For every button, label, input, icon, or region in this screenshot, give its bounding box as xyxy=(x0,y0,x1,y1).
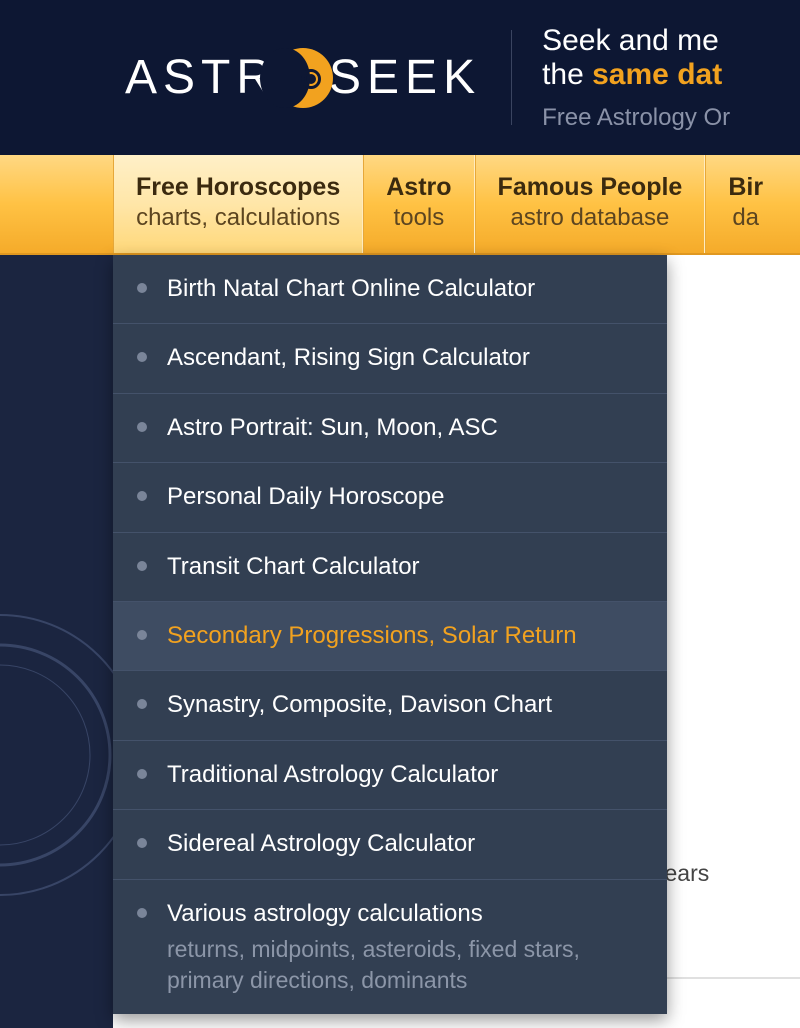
bullet-icon xyxy=(137,699,147,709)
header-divider xyxy=(511,30,512,125)
logo-crescent-icon xyxy=(273,48,333,108)
bullet-icon xyxy=(137,352,147,362)
info-value-1: 3 xyxy=(653,829,800,856)
dropdown-label: Personal Daily Horoscope xyxy=(167,481,444,513)
dropdown-item-secondary-progressions[interactable]: Secondary Progressions, Solar Return xyxy=(113,602,667,671)
nav-title: Famous People xyxy=(498,173,683,202)
logo-text-right: SEEK xyxy=(329,50,481,105)
dropdown-item-daily-horoscope[interactable]: Personal Daily Horoscope xyxy=(113,463,667,532)
nav-sub: tools xyxy=(386,204,451,232)
dropdown-label: Transit Chart Calculator xyxy=(167,551,420,583)
nav-sub: charts, calculations xyxy=(136,204,340,232)
dropdown-item-synastry[interactable]: Synastry, Composite, Davison Chart xyxy=(113,671,667,740)
site-header: ASTR SEEK Seek and me the same dat Free … xyxy=(0,0,800,155)
dropdown-label: Various astrology calculations xyxy=(167,898,649,930)
free-horoscopes-dropdown: Birth Natal Chart Online Calculator Asce… xyxy=(113,255,667,1014)
nav-title: Astro xyxy=(386,173,451,202)
sidebar-background xyxy=(0,255,113,1028)
nav-sub: da xyxy=(728,204,763,232)
dropdown-label: Astro Portrait: Sun, Moon, ASC xyxy=(167,412,498,444)
dropdown-item-sidereal[interactable]: Sidereal Astrology Calculator xyxy=(113,810,667,879)
site-logo[interactable]: ASTR SEEK xyxy=(125,48,481,108)
nav-item-astro-tools[interactable]: Astro tools xyxy=(363,155,474,253)
bullet-icon xyxy=(137,838,147,848)
nav-item-famous-people[interactable]: Famous People astro database xyxy=(475,155,706,253)
dropdown-item-various[interactable]: Various astrology calculations returns, … xyxy=(113,880,667,1014)
nav-sub: astro database xyxy=(498,204,683,232)
tagline-sub: Free Astrology Or xyxy=(542,104,730,132)
header-tagline: Seek and me the same dat Free Astrology … xyxy=(542,24,730,132)
bullet-icon xyxy=(137,769,147,779)
tagline-prefix: Seek and me xyxy=(542,24,719,57)
dropdown-item-traditional[interactable]: Traditional Astrology Calculator xyxy=(113,741,667,810)
dropdown-label: Sidereal Astrology Calculator xyxy=(167,828,475,860)
dropdown-item-transit-chart[interactable]: Transit Chart Calculator xyxy=(113,533,667,602)
bullet-icon xyxy=(137,561,147,571)
dropdown-item-astro-portrait[interactable]: Astro Portrait: Sun, Moon, ASC xyxy=(113,394,667,463)
dropdown-item-ascendant[interactable]: Ascendant, Rising Sign Calculator xyxy=(113,324,667,393)
bullet-icon xyxy=(137,630,147,640)
dropdown-label: Synastry, Composite, Davison Chart xyxy=(167,689,552,721)
dropdown-item-birth-natal[interactable]: Birth Natal Chart Online Calculator xyxy=(113,255,667,324)
main-nav: Free Horoscopes charts, calculations Ast… xyxy=(0,155,800,255)
bullet-icon xyxy=(137,908,147,918)
bullet-icon xyxy=(137,283,147,293)
bullet-icon xyxy=(137,422,147,432)
dropdown-label: Ascendant, Rising Sign Calculator xyxy=(167,342,530,374)
dropdown-label: Birth Natal Chart Online Calculator xyxy=(167,273,535,305)
tagline-highlight: same dat xyxy=(592,58,722,91)
nav-item-bir[interactable]: Bir da xyxy=(705,155,785,253)
nav-item-free-horoscopes[interactable]: Free Horoscopes charts, calculations xyxy=(113,155,363,253)
info-value-2: years xyxy=(653,860,800,887)
nav-title: Free Horoscopes xyxy=(136,173,340,202)
dropdown-sub: returns, midpoints, asteroids, fixed sta… xyxy=(167,934,649,996)
dropdown-label: Traditional Astrology Calculator xyxy=(167,759,498,791)
nav-title: Bir xyxy=(728,173,763,202)
tagline-line2-prefix: the xyxy=(542,58,592,91)
bullet-icon xyxy=(137,491,147,501)
dropdown-label: Secondary Progressions, Solar Return xyxy=(167,620,577,652)
logo-text-left: ASTR xyxy=(125,50,277,105)
